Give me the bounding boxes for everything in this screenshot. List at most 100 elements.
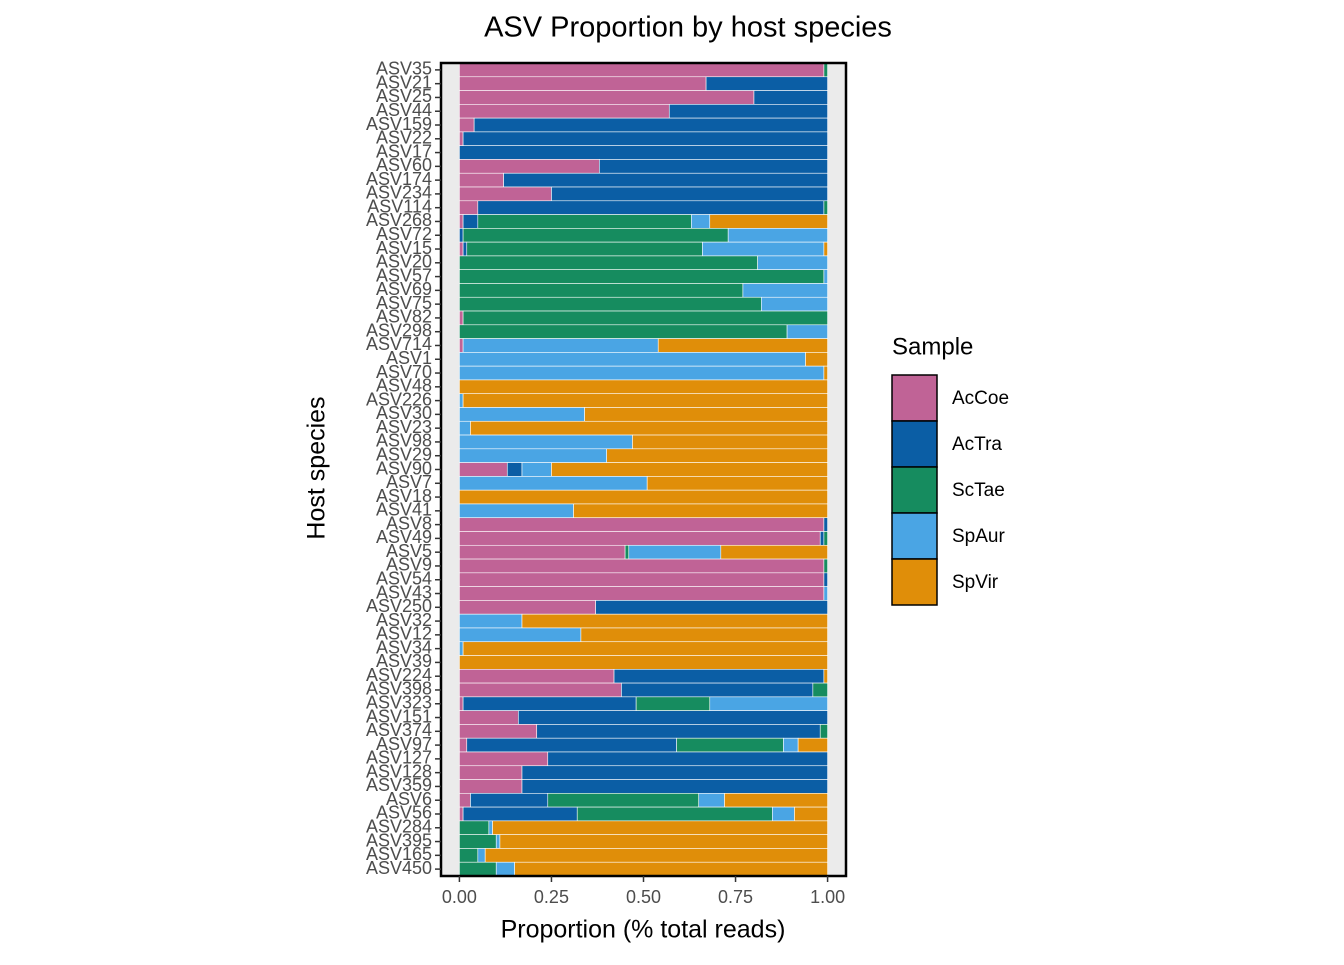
y-tick-label: ASV151: [366, 706, 432, 726]
bar-segment: [459, 669, 615, 684]
bar-segment: [459, 407, 585, 422]
bar-segment: [459, 420, 471, 436]
bar-segment: [584, 407, 828, 422]
legend: AcCoe AcTra ScTae SpAur SpVir: [891, 374, 1009, 606]
bar-segment: [484, 848, 828, 863]
bar-segment: [521, 613, 828, 629]
bar-segment: [772, 806, 795, 822]
bar-segment: [459, 710, 519, 725]
x-tick-label: 0.50: [626, 887, 661, 907]
y-tick-label: ASV75: [376, 293, 432, 313]
y-tick-label: ASV70: [376, 362, 432, 382]
y-tick-label: ASV25: [376, 86, 432, 106]
legend-key: [891, 374, 938, 422]
y-tick-label: ASV43: [376, 582, 432, 602]
x-tick-label: 1.00: [810, 887, 845, 907]
bar-segment: [459, 848, 479, 863]
bar-segment: [761, 296, 828, 312]
chart-title: ASV Proportion by host species: [484, 12, 892, 44]
bar-segment: [606, 448, 828, 463]
legend-label: AcTra: [952, 434, 1002, 455]
bar-segment: [459, 365, 825, 381]
bar-segment: [668, 104, 828, 119]
bar-segment: [459, 503, 574, 519]
y-tick-label: ASV21: [376, 72, 432, 92]
bar-segment: [823, 269, 828, 284]
legend-label: AcCoe: [952, 388, 1009, 409]
y-tick-label: ASV714: [366, 334, 432, 354]
bar-segment: [459, 531, 821, 546]
bar-segment: [823, 572, 828, 587]
bar-segment: [459, 517, 825, 532]
bar-segment: [459, 641, 464, 656]
bar-segment: [459, 448, 607, 463]
bar-segment: [462, 338, 659, 353]
bar-segment: [698, 793, 725, 808]
y-tick-label: ASV39: [376, 651, 432, 671]
bar-segment: [823, 365, 828, 381]
bar-segment: [459, 724, 538, 739]
legend-key: [891, 512, 938, 560]
bar-segment: [473, 117, 828, 133]
bar-segment: [477, 848, 486, 863]
legend-label: SpAur: [952, 526, 1005, 547]
y-tick-label: ASV9: [386, 555, 432, 575]
bar-segment: [576, 806, 773, 822]
y-tick-label: ASV23: [376, 417, 432, 437]
bar-segment: [459, 131, 464, 146]
y-tick-label: ASV97: [376, 734, 432, 754]
bar-segment: [805, 352, 828, 367]
bar-segment: [724, 793, 828, 808]
y-tick-label: ASV398: [366, 679, 432, 699]
bar-segment: [459, 476, 648, 491]
y-tick-label: ASV29: [376, 444, 432, 464]
bar-segment: [459, 172, 504, 188]
bar-segment: [459, 228, 464, 243]
bar-segment: [459, 214, 464, 229]
y-tick-label: ASV35: [376, 59, 432, 79]
bar-segment: [823, 558, 828, 574]
y-tick-label: ASV41: [376, 500, 432, 520]
bar-segment: [459, 159, 600, 174]
bar-segment: [521, 779, 828, 794]
y-tick-label: ASV6: [386, 789, 432, 809]
y-tick-label: ASV127: [366, 748, 432, 768]
y-tick-label: ASV159: [366, 114, 432, 134]
bar-segment: [462, 228, 729, 243]
bar-segment: [459, 62, 825, 78]
y-tick-label: ASV20: [376, 252, 432, 272]
bar-segment: [720, 544, 828, 560]
bar-segment: [462, 131, 828, 146]
bar-segment: [823, 241, 828, 257]
bar-segment: [676, 737, 784, 753]
y-tick-label: ASV18: [376, 486, 432, 506]
y-tick-label: ASV34: [376, 637, 432, 657]
bar-segment: [459, 765, 523, 780]
bar-segment: [823, 62, 828, 78]
y-tick-label: ASV82: [376, 307, 432, 327]
bar-segment: [459, 324, 788, 339]
y-tick-label: ASV374: [366, 720, 432, 740]
y-tick-label: ASV224: [366, 665, 432, 685]
y-tick-label: ASV60: [376, 155, 432, 175]
y-tick-label: ASV359: [366, 775, 432, 795]
bar-segment: [635, 696, 711, 711]
bar-segment: [819, 724, 828, 739]
bar-segment: [459, 806, 464, 822]
bar-segment: [823, 200, 828, 215]
bar-segment: [470, 793, 549, 808]
bar-segment: [462, 806, 578, 822]
bar-segment: [536, 724, 821, 739]
y-tick-label: ASV226: [366, 389, 432, 409]
bar-segment: [459, 255, 758, 270]
bar-segment: [812, 682, 828, 698]
bar-segment: [459, 462, 508, 477]
bar-segment: [459, 600, 596, 615]
bar-segment: [459, 627, 582, 643]
bar-segment: [621, 682, 814, 698]
bar-segment: [459, 793, 471, 808]
bar-segment: [797, 737, 828, 753]
bar-segment: [786, 324, 828, 339]
bar-segment: [628, 544, 722, 560]
